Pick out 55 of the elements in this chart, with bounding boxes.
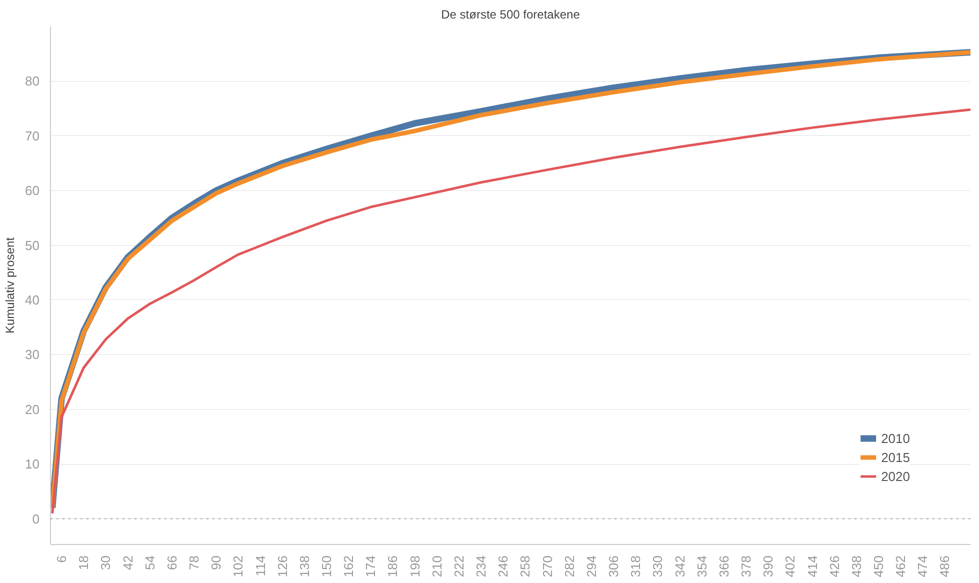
legend-label: 2020 [881, 468, 910, 484]
chart-title: De største 500 foretakene [441, 8, 580, 22]
y-tick-label: 80 [25, 74, 40, 89]
x-tick-label: 174 [363, 555, 378, 578]
x-tick-label: 366 [716, 555, 732, 578]
x-tick-label: 66 [164, 555, 180, 570]
y-tick-label: 10 [25, 456, 40, 472]
x-tick-label: 210 [429, 555, 444, 578]
x-tick-label: 450 [871, 555, 886, 578]
x-tick-label: 318 [628, 555, 644, 578]
x-tick-label: 378 [738, 555, 754, 578]
x-tick-label: 486 [937, 555, 952, 578]
x-tick-label: 258 [518, 555, 533, 578]
x-tick-label: 414 [804, 555, 820, 578]
x-tick-label: 126 [274, 555, 290, 578]
x-tick-label: 54 [142, 555, 158, 570]
x-tick-label: 306 [606, 555, 622, 578]
x-tick-label: 330 [650, 555, 666, 578]
legend-label: 2010 [881, 430, 910, 446]
x-tick-label: 18 [76, 555, 92, 570]
x-tick-label: 426 [826, 555, 842, 578]
y-tick-label: 40 [25, 292, 40, 308]
x-tick-label: 78 [186, 555, 202, 570]
x-tick-label: 474 [915, 555, 930, 578]
x-tick-label: 390 [760, 555, 776, 578]
x-tick-label: 462 [893, 555, 908, 578]
x-tick-label: 246 [496, 555, 511, 578]
y-axis-title: Kumulativ prosent [3, 236, 18, 334]
x-tick-label: 42 [120, 555, 136, 570]
y-tick-label: 30 [25, 347, 40, 362]
x-tick-label: 6 [54, 555, 70, 563]
x-tick-label: 222 [451, 555, 466, 578]
x-tick-label: 402 [782, 555, 798, 578]
x-tick-label: 138 [296, 555, 312, 578]
x-tick-label: 438 [848, 555, 864, 578]
x-tick-label: 270 [540, 555, 555, 578]
y-tick-label: 60 [25, 183, 40, 198]
x-tick-label: 294 [584, 555, 599, 578]
x-tick-label: 186 [385, 555, 400, 578]
x-tick-label: 354 [694, 555, 710, 578]
x-tick-label: 162 [341, 555, 356, 578]
y-tick-label: 20 [25, 402, 40, 417]
x-tick-label: 102 [230, 555, 246, 578]
x-tick-label: 198 [407, 555, 422, 578]
y-tick-label: 70 [25, 128, 40, 144]
x-tick-label: 90 [208, 555, 224, 570]
x-tick-label: 342 [672, 555, 688, 578]
y-tick-label: 0 [32, 511, 40, 526]
y-tick-label: 50 [25, 238, 40, 253]
x-tick-label: 282 [562, 555, 577, 578]
x-tick-label: 114 [252, 555, 268, 576]
x-tick-label: 150 [319, 555, 334, 578]
x-tick-label: 30 [98, 555, 114, 570]
legend-label: 2015 [881, 450, 910, 464]
x-tick-label: 234 [474, 555, 489, 578]
